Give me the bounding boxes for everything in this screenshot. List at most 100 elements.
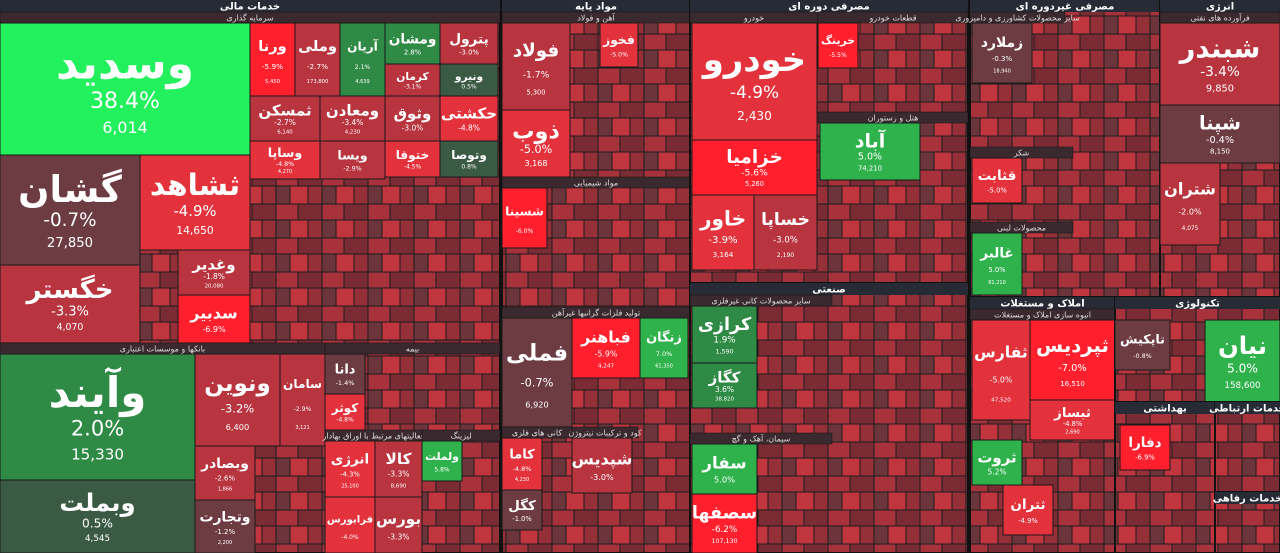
stock-price: 6,140 bbox=[277, 130, 293, 136]
group-title: محصولات لبنی bbox=[997, 224, 1046, 233]
stock-price: 16,510 bbox=[1060, 379, 1085, 388]
sector-header bbox=[690, 283, 968, 295]
group-header bbox=[689, 294, 833, 307]
stock-price: 74,210 bbox=[858, 165, 882, 173]
sector-header bbox=[1215, 492, 1280, 504]
stock-price: 18,940 bbox=[993, 69, 1011, 75]
stock-change: 2.0% bbox=[71, 417, 124, 441]
stock-tile bbox=[599, 22, 639, 68]
stock-tile bbox=[439, 63, 499, 97]
sector-header bbox=[970, 0, 1160, 12]
stock-change: -3.4% bbox=[1200, 64, 1240, 80]
stock-name: گشان bbox=[18, 168, 122, 211]
stock-change: -0.7% bbox=[521, 375, 554, 389]
stock-name: کرازی bbox=[698, 315, 752, 335]
stock-name: فرابورس bbox=[327, 514, 373, 525]
stock-tile bbox=[177, 249, 251, 296]
stock-change: -4.8% bbox=[1063, 420, 1082, 428]
stock-name: وسدید bbox=[56, 39, 194, 90]
stock-change: -1.0% bbox=[512, 515, 531, 523]
stock-name: فخوز bbox=[602, 33, 635, 47]
stock-name: ثروت bbox=[977, 449, 1016, 467]
stock-name: فولاد bbox=[513, 41, 560, 62]
sector-title: املاک و مستغلات bbox=[1000, 299, 1084, 310]
stock-name: خودرو bbox=[701, 40, 806, 80]
stock-tile bbox=[753, 194, 818, 271]
stock-tile bbox=[971, 157, 1023, 204]
stock-tile bbox=[691, 493, 758, 553]
stock-price: 6,920 bbox=[525, 400, 548, 410]
stock-tile bbox=[384, 140, 441, 178]
group-title: تولید فلزات گرانبها غیرآهن bbox=[552, 308, 640, 318]
sector-title: مصرفی غیردوره ای bbox=[1016, 2, 1115, 13]
stock-change: 1.9% bbox=[713, 336, 735, 346]
stock-tile bbox=[1114, 319, 1171, 371]
group-title: لیزینگ bbox=[450, 431, 471, 441]
group-title: سیمان، آهک و گچ bbox=[732, 434, 791, 444]
stock-tile bbox=[324, 440, 376, 498]
stock-change: 5.0% bbox=[988, 266, 1006, 274]
stock-change: -2.6% bbox=[215, 474, 236, 482]
group-header bbox=[817, 11, 969, 24]
stock-name: ثمسکن bbox=[258, 101, 311, 119]
stock-change: -3.2% bbox=[221, 402, 254, 416]
stock-change: -4.5% bbox=[404, 163, 422, 170]
stock-price: 25,100 bbox=[341, 483, 359, 489]
stock-change: 5.0% bbox=[1227, 362, 1258, 376]
stock-name: خزامیا bbox=[726, 147, 783, 168]
stock-tile bbox=[249, 22, 296, 97]
sector-title: مواد پایه bbox=[575, 2, 617, 13]
stock-name: وغدیر bbox=[191, 255, 235, 273]
stock-change: -4.3% bbox=[340, 471, 360, 479]
stock-price: 15,330 bbox=[71, 445, 124, 463]
stock-change: -6.9% bbox=[202, 325, 226, 334]
stock-name: بورس bbox=[376, 510, 421, 528]
stock-name: خرینگ bbox=[821, 34, 855, 47]
stock-change: -4.8% bbox=[513, 465, 532, 473]
group-title: بانکها و موسسات اعتباری bbox=[120, 345, 206, 354]
sector-header bbox=[1115, 402, 1215, 414]
group-title: شکر bbox=[1013, 149, 1030, 158]
stock-change: -1.4% bbox=[336, 379, 355, 387]
stock-name: سفار bbox=[701, 454, 746, 473]
stock-change: -5.0% bbox=[520, 143, 552, 156]
stock-name: کرمان bbox=[396, 70, 429, 83]
stock-price: 9,850 bbox=[1206, 84, 1234, 95]
stock-tile bbox=[501, 187, 548, 249]
group-title: خودرو bbox=[743, 14, 764, 23]
stock-name: نیان bbox=[1218, 331, 1267, 360]
stock-name: کگاز bbox=[708, 368, 741, 386]
stock-tile bbox=[194, 499, 256, 553]
stock-tile bbox=[374, 440, 423, 498]
sector-title: خدمات مالی bbox=[220, 2, 280, 13]
stock-change: -6.0% bbox=[516, 228, 534, 235]
stock-change: -5.0% bbox=[610, 52, 628, 59]
stock-name: ذوب bbox=[512, 119, 560, 145]
stock-tile bbox=[279, 353, 326, 447]
stock-tile bbox=[691, 305, 758, 364]
sector-title: بهداشتی bbox=[1143, 404, 1187, 415]
stock-name: ثتران bbox=[1010, 497, 1045, 513]
stock-price: 3,168 bbox=[525, 159, 548, 168]
stock-tile bbox=[501, 109, 571, 178]
stock-name: ثفارس bbox=[974, 343, 1028, 362]
stock-name: خگستر bbox=[24, 274, 113, 305]
stock-price: 8,690 bbox=[391, 483, 407, 489]
stock-change: -4.8% bbox=[336, 416, 354, 423]
stock-change: 0.5% bbox=[461, 84, 477, 91]
stock-tile bbox=[501, 437, 543, 491]
stock-name: کاما bbox=[509, 448, 535, 463]
stock-name: سامان bbox=[283, 377, 322, 391]
sector-header bbox=[1160, 0, 1280, 12]
stock-name: وبصادر bbox=[200, 456, 249, 472]
stock-change: -4.8% bbox=[276, 161, 294, 168]
group-title: سایر محصولات کانی غیرفلزی bbox=[711, 297, 811, 306]
stock-name: آریان bbox=[347, 39, 379, 54]
stock-tile bbox=[1119, 424, 1171, 471]
sector-header bbox=[690, 0, 968, 12]
stock-tile bbox=[421, 440, 463, 482]
stock-name: شپنا bbox=[1199, 112, 1241, 135]
sector-header bbox=[1215, 402, 1280, 414]
stock-change: -1.2% bbox=[215, 528, 236, 536]
group-title: مواد شیمیایی bbox=[574, 179, 618, 188]
